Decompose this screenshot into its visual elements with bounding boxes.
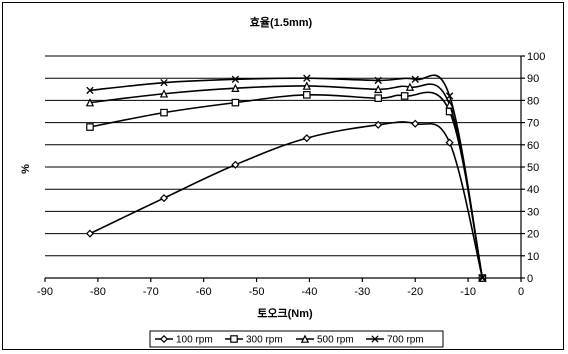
legend-label-700-rpm: 700 rpm: [387, 335, 424, 346]
x-tick-label--70: -70: [143, 286, 159, 298]
point-300-rpm-1: [160, 108, 168, 117]
point-100-rpm-3: [302, 134, 311, 143]
x-tick-label--60: -60: [196, 286, 212, 298]
point-500-rpm-3: [302, 81, 311, 90]
point-100-rpm-0: [85, 229, 95, 238]
point-500-rpm-2: [231, 83, 240, 92]
x-tick-label--90: -90: [37, 286, 53, 298]
point-700-rpm-5: [411, 75, 419, 83]
point-100-rpm-4: [374, 120, 383, 129]
legend-label-500-rpm: 500 rpm: [317, 335, 354, 346]
y-tick-label-40: 40: [527, 184, 539, 196]
x-tick-label--50: -50: [249, 286, 265, 298]
x-axis-label: 토오크(Nm): [257, 307, 313, 320]
x-tick-label--20: -20: [407, 286, 423, 298]
point-500-rpm-5: [405, 82, 415, 91]
series-line-300-rpm: [89, 91, 484, 279]
series-line-700-rpm: [89, 74, 484, 279]
series-line-500-rpm: [89, 83, 484, 279]
x-tick-label--40: -40: [301, 286, 317, 298]
point-500-rpm-6: [445, 100, 454, 109]
y-tick-label-70: 70: [527, 118, 539, 130]
point-300-rpm-3: [303, 91, 311, 99]
y-tick-label-50: 50: [527, 162, 539, 174]
point-100-rpm-6: [445, 138, 454, 147]
point-100-rpm-1: [159, 194, 169, 203]
point-300-rpm-5: [400, 92, 409, 100]
x-tick-label-0: 0: [518, 286, 524, 298]
legend-marker-700-rpm: [371, 335, 379, 343]
point-100-rpm-2: [231, 160, 240, 169]
legend-marker-500-rpm: [300, 334, 310, 343]
efficiency-chart: 효율(1.5mm) % 토오크(Nm) 0 10 20 30 40 50 60 70 80 90 1…: [20, 15, 545, 348]
point-300-rpm-0: [86, 123, 94, 131]
point-700-rpm-1: [160, 78, 168, 87]
point-500-rpm-4: [374, 84, 383, 94]
y-tick-label-20: 20: [527, 229, 539, 241]
point-500-rpm-0: [85, 98, 95, 107]
point-700-rpm-3: [303, 74, 311, 82]
x-tick-label--30: -30: [354, 286, 370, 298]
point-300-rpm-4: [374, 94, 383, 102]
series-line-100-rpm: [89, 121, 484, 279]
legend-marker-300-rpm: [230, 335, 238, 343]
y-tick-label-10: 10: [527, 251, 539, 263]
legend-marker-100-rpm: [159, 334, 169, 344]
legend-label-100-rpm: 100 rpm: [176, 335, 213, 346]
y-tick-label-80: 80: [527, 95, 539, 107]
point-700-rpm-2: [231, 75, 240, 83]
chart-frame: 효율(1.5mm) % 토오크(Nm) 0 10 20 30 40 50 60 70 80 90 1…: [2, 2, 564, 350]
point-300-rpm-2: [231, 98, 240, 107]
x-tick-label--80: -80: [90, 286, 106, 298]
point-700-rpm-4: [374, 76, 382, 85]
y-axis-label: %: [20, 164, 32, 174]
point-500-rpm-1: [159, 89, 169, 98]
y-tick-label-100: 100: [527, 51, 545, 63]
point-700-rpm-7: [478, 274, 487, 282]
point-100-rpm-5: [411, 119, 420, 128]
y-tick-label-90: 90: [527, 73, 539, 85]
y-tick-label-0: 0: [527, 273, 533, 285]
point-700-rpm-0: [86, 86, 94, 95]
chart-title: 효율(1.5mm): [250, 15, 313, 29]
y-tick-label-60: 60: [527, 140, 539, 152]
x-tick-label--10: -10: [460, 286, 476, 298]
legend-label-300-rpm: 300 rpm: [246, 335, 283, 346]
y-tick-label-30: 30: [527, 206, 539, 218]
point-700-rpm-6: [445, 92, 454, 100]
